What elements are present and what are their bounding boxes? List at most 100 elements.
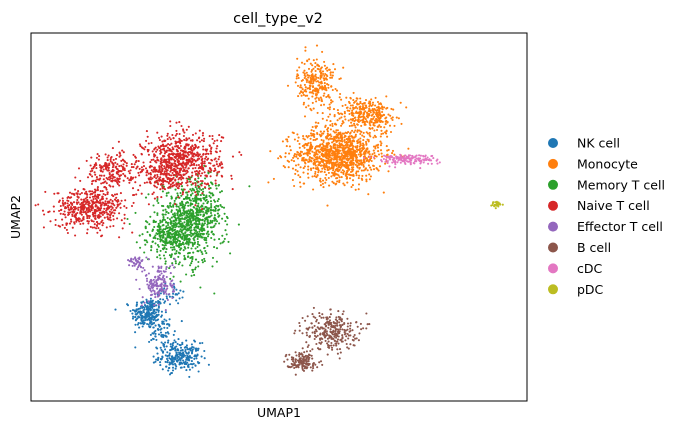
- data-point: [191, 174, 194, 177]
- data-point: [300, 94, 303, 97]
- data-point: [158, 146, 161, 150]
- data-point: [307, 176, 310, 179]
- data-point: [331, 152, 334, 155]
- data-point: [376, 100, 380, 104]
- data-point: [315, 176, 318, 179]
- data-point: [120, 219, 123, 222]
- data-point: [296, 170, 299, 173]
- data-point: [145, 300, 148, 303]
- data-point: [357, 114, 361, 117]
- data-point: [359, 102, 362, 105]
- data-point: [165, 319, 168, 322]
- data-point: [284, 155, 287, 158]
- data-point: [201, 222, 204, 225]
- data-point: [112, 185, 115, 188]
- data-point: [377, 105, 380, 108]
- data-point: [362, 131, 365, 134]
- data-point: [371, 113, 374, 116]
- data-point: [196, 231, 199, 234]
- data-point: [201, 162, 205, 165]
- data-point: [351, 157, 354, 160]
- data-point: [359, 137, 362, 140]
- data-point: [108, 163, 111, 167]
- data-point: [186, 170, 189, 173]
- data-point: [202, 194, 205, 197]
- data-point: [102, 222, 105, 225]
- data-point: [300, 90, 303, 94]
- data-point: [307, 104, 310, 107]
- data-point: [169, 167, 172, 170]
- data-point: [118, 175, 121, 178]
- data-point: [341, 149, 344, 152]
- data-point: [196, 237, 199, 241]
- data-point: [174, 221, 177, 224]
- data-point: [360, 115, 363, 118]
- data-point: [54, 218, 57, 221]
- data-point: [107, 169, 110, 172]
- data-point: [355, 172, 358, 175]
- data-point: [317, 171, 320, 174]
- data-point: [218, 163, 221, 166]
- data-point: [341, 147, 344, 150]
- data-point: [374, 96, 377, 99]
- data-point: [179, 353, 182, 356]
- data-point: [318, 65, 321, 68]
- data-point: [222, 206, 226, 209]
- data-point: [167, 158, 170, 161]
- data-point: [303, 165, 306, 168]
- data-point: [141, 314, 144, 317]
- data-point: [86, 199, 89, 202]
- data-point: [171, 286, 174, 289]
- data-point: [368, 122, 371, 125]
- data-point: [385, 145, 388, 148]
- data-point: [162, 270, 165, 273]
- data-point: [314, 87, 317, 90]
- data-point: [165, 239, 168, 242]
- data-point: [217, 165, 220, 168]
- data-point: [118, 236, 121, 239]
- data-point: [354, 126, 357, 129]
- data-point: [103, 207, 106, 210]
- data-point: [147, 177, 150, 180]
- data-point: [109, 177, 112, 180]
- data-point: [86, 176, 90, 179]
- data-point: [172, 360, 175, 363]
- data-point: [343, 157, 346, 160]
- data-point: [191, 171, 194, 174]
- data-point: [192, 215, 195, 218]
- data-point: [162, 218, 165, 221]
- data-point: [86, 232, 89, 235]
- data-point: [337, 133, 340, 136]
- data-point: [385, 107, 388, 110]
- data-point: [171, 243, 174, 246]
- data-point: [312, 92, 315, 95]
- data-point: [355, 99, 358, 102]
- data-point: [291, 178, 294, 182]
- data-point: [171, 366, 175, 369]
- data-point: [189, 225, 192, 228]
- data-point: [196, 240, 200, 243]
- data-point: [200, 158, 204, 161]
- data-point: [145, 256, 148, 259]
- data-point: [129, 260, 133, 263]
- data-point: [146, 169, 149, 172]
- data-point: [311, 175, 314, 178]
- data-point: [197, 155, 200, 158]
- data-point: [150, 169, 153, 172]
- data-point: [200, 155, 203, 158]
- data-point: [348, 152, 351, 155]
- data-point: [330, 85, 333, 88]
- data-point: [366, 169, 369, 172]
- data-point: [116, 198, 120, 202]
- data-point: [158, 169, 161, 172]
- data-point: [95, 227, 98, 230]
- data-point: [202, 202, 205, 205]
- data-point: [96, 186, 99, 189]
- data-point: [169, 120, 172, 123]
- data-point: [337, 111, 340, 114]
- data-point: [313, 151, 316, 154]
- data-point: [166, 134, 169, 137]
- data-point: [214, 222, 217, 225]
- data-point: [130, 166, 133, 169]
- data-point: [82, 217, 85, 220]
